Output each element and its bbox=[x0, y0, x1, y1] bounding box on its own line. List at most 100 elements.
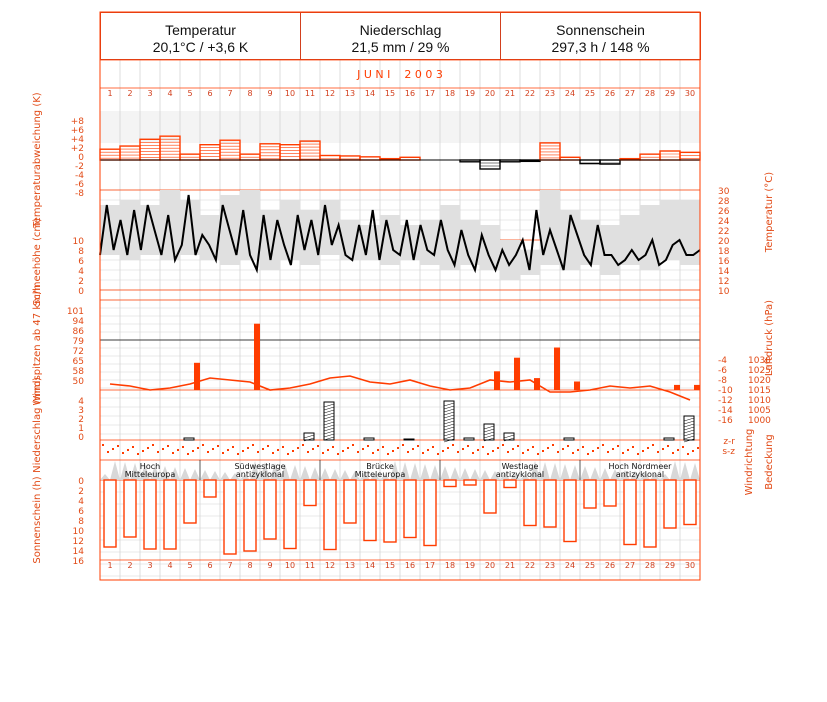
wind-direction-dot bbox=[107, 451, 109, 453]
sunshine-tick-label: 0 bbox=[78, 477, 84, 487]
cloud-cover-peak bbox=[350, 471, 360, 480]
day-tick-label: 7 bbox=[227, 561, 232, 570]
day-tick-label: 3 bbox=[147, 89, 152, 98]
sunshine-bar bbox=[123, 479, 137, 538]
sunshine-bar bbox=[143, 479, 157, 550]
cloud-cover-peak bbox=[600, 468, 610, 480]
temperature-tick-label: 10 bbox=[718, 287, 730, 297]
wind-direction-dot bbox=[307, 451, 309, 453]
temperature-tick-label: 14 bbox=[718, 267, 730, 277]
pressure-tick-label: 1010 bbox=[748, 396, 771, 406]
wind-tick-label: 50 bbox=[73, 377, 85, 387]
day-tick-label: 19 bbox=[465, 89, 475, 98]
wind-direction-dot bbox=[497, 447, 499, 449]
precipitation-hatch bbox=[303, 434, 315, 439]
cloud-cover-peak bbox=[380, 474, 390, 480]
wind-direction-dot bbox=[362, 448, 364, 450]
cloud-cover-peak bbox=[330, 469, 340, 480]
day-tick-label: 17 bbox=[425, 89, 435, 98]
temperature-range-bands bbox=[100, 190, 700, 280]
cloud-cover-peak bbox=[340, 470, 350, 480]
cloud-cover-peak bbox=[490, 471, 500, 480]
precipitation-hatch bbox=[443, 414, 455, 419]
temperature-tick-label: 22 bbox=[718, 227, 729, 237]
cloud-cover-peak bbox=[320, 468, 330, 480]
wind-direction-dot bbox=[462, 448, 464, 450]
sunshine-bars bbox=[103, 479, 697, 555]
precipitation-hatch bbox=[683, 429, 695, 434]
cloud-cover-peak bbox=[420, 464, 430, 480]
precipitation-axis-label: Niederschlag (mm) bbox=[32, 377, 43, 473]
snow-axis-label: Schneehöhe (cm) bbox=[32, 218, 43, 306]
temperature-anomaly-bar bbox=[599, 159, 621, 165]
sunshine-bar bbox=[203, 479, 217, 498]
wind-direction-dot bbox=[587, 453, 589, 455]
wind-direction-dot bbox=[257, 451, 259, 453]
wind-direction-dot bbox=[152, 444, 154, 446]
precipitation-bar bbox=[363, 437, 375, 441]
pressure-curve bbox=[109, 375, 691, 401]
precipitation-hatch bbox=[323, 412, 335, 417]
precipitation-hatch bbox=[683, 435, 695, 440]
wind-direction-dot bbox=[292, 450, 294, 452]
wind-direction-dot bbox=[537, 453, 539, 455]
weather-type-label: antizyklonal bbox=[496, 470, 544, 479]
wind-direction-dot bbox=[182, 446, 184, 448]
wind-direction-dot bbox=[412, 448, 414, 450]
pressure-offset-tick-label: -4 bbox=[718, 356, 727, 366]
anomaly-tick-label: +2 bbox=[71, 144, 84, 154]
day-tick-label: 21 bbox=[505, 89, 515, 98]
precipitation-hatch bbox=[443, 429, 455, 434]
temperature-axis-label: Temperatur (°C) bbox=[764, 172, 775, 253]
precipitation-hatch bbox=[683, 432, 695, 437]
precipitation-hatch bbox=[323, 430, 335, 435]
sunshine-bar bbox=[683, 479, 697, 526]
cloud-cover-peak bbox=[200, 470, 210, 480]
temperature-range-band bbox=[600, 225, 620, 275]
day-tick-label: 1 bbox=[107, 561, 112, 570]
snow-tick-label: 10 bbox=[73, 237, 85, 247]
precipitation-hatch bbox=[323, 403, 335, 408]
day-tick-label: 27 bbox=[625, 561, 635, 570]
weather-type-label: Westlage bbox=[502, 462, 539, 471]
wind-direction-dot bbox=[117, 445, 119, 447]
sunshine-bar bbox=[503, 479, 517, 489]
temperature-anomaly-bar bbox=[339, 155, 361, 161]
precipitation-bars bbox=[183, 400, 695, 443]
wind-direction-dots bbox=[102, 444, 699, 455]
precipitation-hatch bbox=[503, 437, 515, 442]
wind-direction-dot bbox=[297, 447, 299, 449]
day-tick-label: 22 bbox=[525, 561, 535, 570]
cloud-cover-peak bbox=[690, 463, 700, 480]
wind-direction-dot bbox=[582, 446, 584, 448]
wind-direction-dot bbox=[457, 451, 459, 453]
precipitation-hatch bbox=[483, 428, 495, 433]
day-tick-label: 14 bbox=[365, 89, 375, 98]
wind-direction-dot bbox=[657, 451, 659, 453]
cloud-axis-label: Bedeckung bbox=[764, 434, 775, 490]
temperature-tick-label: 16 bbox=[718, 257, 730, 267]
day-tick-label: 15 bbox=[385, 89, 395, 98]
precipitation-hatch bbox=[443, 435, 455, 440]
day-tick-label: 2 bbox=[127, 89, 132, 98]
precipitation-hatch bbox=[683, 438, 695, 443]
cloud-cover-peak bbox=[160, 466, 170, 480]
day-tick-label: 27 bbox=[625, 89, 635, 98]
pressure-tick-label: 1030 bbox=[748, 356, 771, 366]
wind-peak-bar bbox=[194, 362, 200, 390]
sunshine-bar bbox=[423, 479, 437, 547]
sunshine-bar bbox=[463, 479, 477, 486]
temperature-anomaly-bar bbox=[479, 159, 501, 170]
wind-direction-dot bbox=[267, 445, 269, 447]
wind-direction-dot bbox=[467, 445, 469, 447]
wind-direction-dot bbox=[542, 450, 544, 452]
temperature-range-band bbox=[460, 220, 480, 265]
wind-direction-dot bbox=[207, 451, 209, 453]
day-tick-label: 24 bbox=[565, 89, 575, 98]
sunshine-bar bbox=[303, 479, 317, 507]
weather-type-label: Südwestlage bbox=[234, 462, 285, 471]
wind-direction-dot bbox=[392, 450, 394, 452]
wind-direction-dot bbox=[397, 447, 399, 449]
day-tick-label: 23 bbox=[545, 89, 555, 98]
sunshine-bar bbox=[603, 479, 617, 507]
